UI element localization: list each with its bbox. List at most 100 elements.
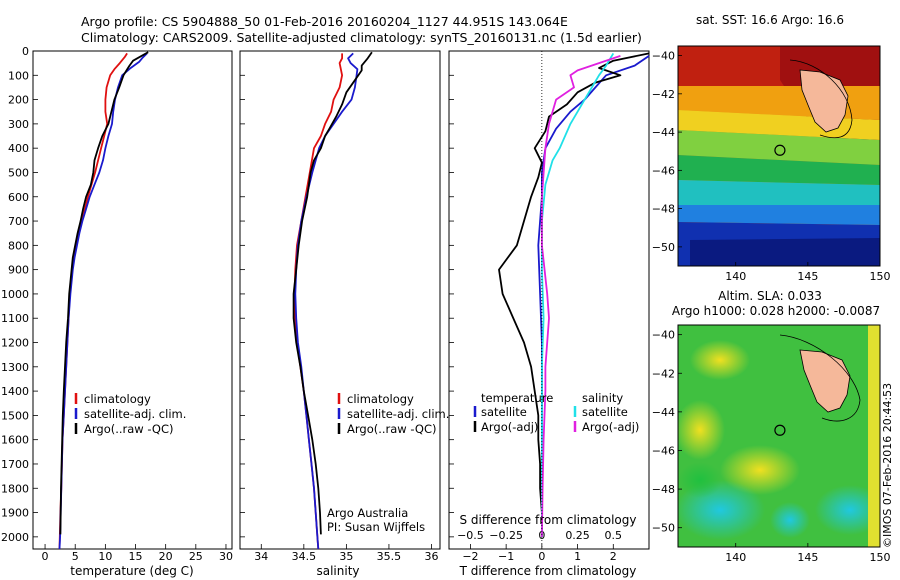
map-y-tick-label: −46 [652,164,675,177]
map-y-tick-label: −42 [652,88,675,101]
legend-salinity-heading: salinity [582,391,623,405]
series-salinity-argo [541,55,621,537]
s-difference-label: S difference from climatology [460,513,637,527]
depth-tick-label: 100 [8,69,29,82]
difference-panel [448,50,650,550]
series-salinity-satellite [541,52,615,537]
series-argo [292,51,373,535]
salinity-legend: climatology satellite-adj. clim. Argo(..… [337,392,449,436]
difference-legend: temperature salinity satellite satellite… [473,391,639,434]
depth-tick-label: 1700 [1,458,29,471]
salinity-xlabel: salinity [316,564,359,578]
sst-argo-position-marker [774,144,786,156]
temperature-series [58,51,149,550]
temperature-legend: climatology satellite-adj. clim. Argo(..… [74,392,186,436]
salinity-panel [239,50,441,550]
depth-tick-label: 1800 [1,482,29,495]
legend-temp-satellite: satellite [481,405,527,419]
header-line2: Climatology: CARS2009. Satellite-adjuste… [81,30,642,45]
depth-tick-label: 1000 [1,288,29,301]
temperature-xlabel: temperature (deg C) [70,564,193,578]
x-tick-label: 35 [339,550,353,563]
map-y-tick-label: −46 [652,444,675,457]
sla-map-frame [677,324,881,548]
x-tick-label: −2 [462,550,478,563]
depth-tick-label: 1300 [1,361,29,374]
map-x-tick-label: 140 [725,270,746,283]
depth-tick-label: 400 [8,142,29,155]
x-tick-label: 25 [189,550,203,563]
legend-sal-satellite: satellite [582,405,628,419]
x-tick-label: 10 [98,550,112,563]
salinity-series [292,51,373,550]
legend-argo: Argo(..raw -QC) [347,422,437,436]
legend-satellite: satellite-adj. clim. [347,407,449,421]
t-difference-xlabel: T difference from climatology [459,564,637,578]
temperature-panel [32,50,233,550]
x-tick-label: 34 [254,550,268,563]
legend-satellite: satellite-adj. clim. [84,407,186,421]
salinity-x-axis: 34 34.5 35 35.5 36 [254,544,438,563]
s-difference-tick-label: 0.5 [605,529,623,542]
map-y-tick-label: −44 [652,126,675,139]
legend-argo: Argo(..raw -QC) [84,422,174,436]
depth-tick-label: 900 [8,264,29,277]
map-y-tick-label: −44 [652,406,675,419]
map-x-tick-label: 140 [725,551,746,564]
x-tick-label: 15 [129,550,143,563]
depth-tick-label: 300 [8,118,29,131]
x-tick-label: 35.5 [377,550,402,563]
depth-tick-label: 1400 [1,385,29,398]
x-tick-label: −1 [498,550,514,563]
s-difference-tick-label: −0.25 [489,529,523,542]
map-y-tick-label: −50 [652,241,675,254]
depth-axis: 0 100 200 300 400 500 600 700 800 900 1000 1100 1200… [1,45,454,544]
header-line1: Argo profile: CS 5904888_50 01-Feb-2016 … [81,14,568,29]
argo-australia-note: Argo Australia [327,506,408,520]
x-tick-label: 5 [72,550,79,563]
depth-tick-label: 700 [8,215,29,228]
depth-tick-label: 1900 [1,507,29,520]
map-x-tick-label: 150 [870,270,891,283]
depth-tick-label: 1100 [1,312,29,325]
map-x-tick-label: 150 [870,551,891,564]
legend-sal-argo: Argo(-adj) [582,420,639,434]
depth-tick-label: 200 [8,94,29,107]
x-tick-label: 20 [159,550,173,563]
sla-map-axes: 140 145 150 −40 −42 −44 −46 −48 −50 [652,329,891,564]
sla-argo-position-marker [774,424,786,436]
series-temperature-argo [498,52,650,535]
sla-map [678,325,880,547]
legend-climatology: climatology [347,392,414,406]
map-y-tick-label: −50 [652,522,675,535]
pi-note: PI: Susan Wijffels [327,520,425,534]
sst-map-axes: 140 145 150 −40 −42 −44 −46 −48 −50 [652,50,891,283]
sst-map-title: sat. SST: 16.6 Argo: 16.6 [696,13,844,27]
legend-temperature-heading: temperature [481,391,553,405]
map-y-tick-label: −48 [652,483,675,496]
depth-tick-label: 600 [8,191,29,204]
sla-title-2: Argo h1000: 0.028 h2000: -0.0087 [672,304,880,318]
s-difference-tick-label: −0.5 [457,529,484,542]
sst-map-frame [677,45,881,267]
map-y-tick-label: −48 [652,203,675,216]
map-y-tick-label: −40 [652,50,675,63]
map-y-tick-label: −40 [652,329,675,342]
imos-stamp: ©IMOS 07-Feb-2016 20:44:53 [881,383,894,548]
x-tick-label: 0 [42,550,49,563]
sla-title-1: Altim. SLA: 0.033 [718,289,822,303]
x-tick-label: 34.5 [292,550,317,563]
x-tick-label: 36 [424,550,438,563]
s-difference-tick-label: 0.25 [565,529,590,542]
x-tick-label: 30 [219,550,233,563]
x-tick-label: 1 [574,550,581,563]
difference-x-axis: −2 −1 0 1 2 [462,544,617,563]
depth-tick-label: 1500 [1,409,29,422]
map-x-tick-label: 145 [797,270,818,283]
depth-tick-label: 800 [8,239,29,252]
legend-climatology: climatology [84,392,151,406]
legend-temp-argo: Argo(-adj) [481,420,538,434]
map-y-tick-label: −42 [652,367,675,380]
map-x-tick-label: 145 [797,551,818,564]
